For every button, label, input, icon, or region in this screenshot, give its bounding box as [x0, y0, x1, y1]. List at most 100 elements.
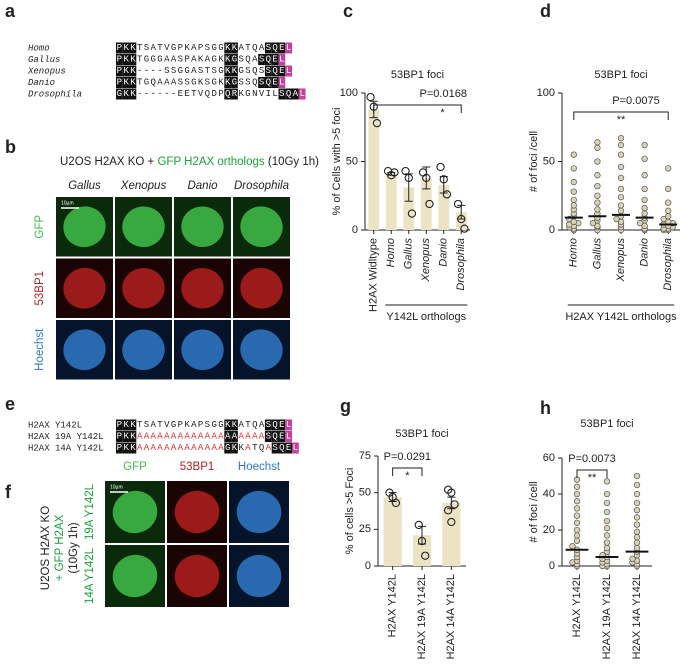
residue-highlight: [129, 42, 137, 54]
data-point: [372, 118, 382, 128]
data-point: [573, 519, 581, 526]
data-point: [665, 165, 672, 172]
residue-highlight: [285, 442, 292, 454]
residue-highlight: [278, 431, 286, 442]
data-point: [570, 196, 577, 204]
p-value: P=0.0075: [612, 95, 659, 107]
data-point: [633, 544, 641, 552]
significance-bracket: [392, 467, 423, 476]
data-point: [603, 544, 611, 552]
data-point: [613, 215, 620, 223]
residue-highlight: [271, 65, 279, 77]
data-point: [603, 539, 611, 546]
data-point: [636, 219, 644, 227]
y-tick-label: 0: [549, 224, 555, 236]
residue-highlight: [231, 54, 238, 65]
nucleus: [63, 206, 106, 248]
data-point: [641, 141, 648, 149]
residue-highlight: [271, 419, 279, 431]
data-point: [594, 158, 601, 165]
data-point: [570, 178, 577, 186]
significance-bracket: [573, 111, 669, 120]
column-header: 53BP1: [180, 461, 215, 473]
data-point: [414, 520, 423, 530]
residue-highlight: [258, 54, 265, 65]
column-header: Gallus: [68, 180, 101, 192]
nucleus: [240, 329, 283, 371]
residue-highlight: [129, 88, 137, 100]
residue-highlight: [231, 77, 238, 88]
data-point: [603, 478, 611, 485]
data-point: [417, 536, 427, 546]
x-tick-label: Gallus: [403, 238, 415, 270]
data-point: [404, 173, 413, 183]
data-point: [443, 506, 453, 515]
data-point: [617, 193, 625, 201]
data-point: [453, 199, 463, 209]
x-label-group: H2AX 14A Y142L: [445, 574, 457, 659]
bar: [368, 109, 380, 230]
residue-highlight: [122, 88, 130, 100]
data-point: [594, 139, 601, 146]
y-axis-label: % of cells >5 Foci: [344, 468, 356, 555]
residue-highlight: [224, 88, 232, 100]
residue-highlight: [264, 65, 272, 77]
y-tick-label: 60: [543, 452, 555, 464]
nucleus: [240, 267, 283, 309]
residue-highlight: [116, 54, 123, 65]
data-point: [421, 551, 430, 560]
data-point: [391, 498, 401, 508]
significance-stars: *: [405, 470, 410, 482]
data-point: [457, 214, 466, 224]
data-point: [594, 172, 601, 179]
residue-highlight: [122, 442, 130, 454]
residue-highlight: [271, 431, 279, 442]
nucleus: [236, 554, 282, 598]
row-name: Danio: [28, 78, 55, 88]
p-value: P=0.0168: [420, 88, 467, 100]
data-point: [617, 135, 625, 142]
nucleus: [122, 206, 165, 248]
residue-highlight: [129, 442, 137, 454]
sequence: PKKAAAAAAAAAAAAAGKKATQASQEL: [117, 443, 298, 453]
data-point: [573, 537, 581, 544]
row-label-group: 19A Y142L: [84, 483, 96, 540]
x-tick-label: Xenopus: [615, 238, 627, 283]
p-value: P=0.0073: [568, 453, 615, 465]
residue-highlight: [298, 88, 306, 100]
x-label-group: Xenopus: [420, 238, 432, 283]
data-point: [573, 532, 581, 539]
data-point: [617, 141, 625, 149]
residue-highlight: [264, 431, 272, 442]
row-label-group: 53BP1: [34, 271, 46, 306]
column-header: Hoechst: [238, 461, 281, 473]
row-label: 14A Y142L: [84, 547, 96, 604]
p-value: P=0.0291: [384, 451, 431, 463]
x-label-group: Xenopus: [615, 238, 627, 283]
data-point: [633, 521, 641, 528]
data-point: [425, 199, 434, 209]
residue-highlight: [224, 419, 232, 431]
column-header: GFP: [123, 461, 147, 473]
residue-highlight: [224, 442, 232, 454]
data-point: [442, 190, 452, 199]
residue-highlight: [231, 442, 238, 454]
x-label-group: Homo: [385, 238, 397, 267]
panel-label: c: [343, 1, 353, 21]
residue-highlight: [285, 65, 292, 77]
heading-part: U2OS H2AX KO +: [60, 156, 157, 168]
y-axis-label: # of foci /cell: [528, 131, 540, 192]
row-name: Homo: [28, 43, 50, 53]
x-label-group: H2AX Y142L: [571, 574, 583, 637]
data-point: [366, 92, 375, 102]
y-tick-label: 75: [359, 450, 371, 462]
nucleus: [63, 267, 106, 309]
residue-highlight: [231, 65, 238, 77]
residue-highlight: [116, 419, 123, 431]
residue-highlight: [231, 42, 238, 54]
residue-highlight: [129, 431, 137, 442]
y-label-group: # of foci /cell: [528, 481, 540, 542]
residue-highlight: [129, 65, 137, 77]
data-point: [641, 155, 648, 162]
